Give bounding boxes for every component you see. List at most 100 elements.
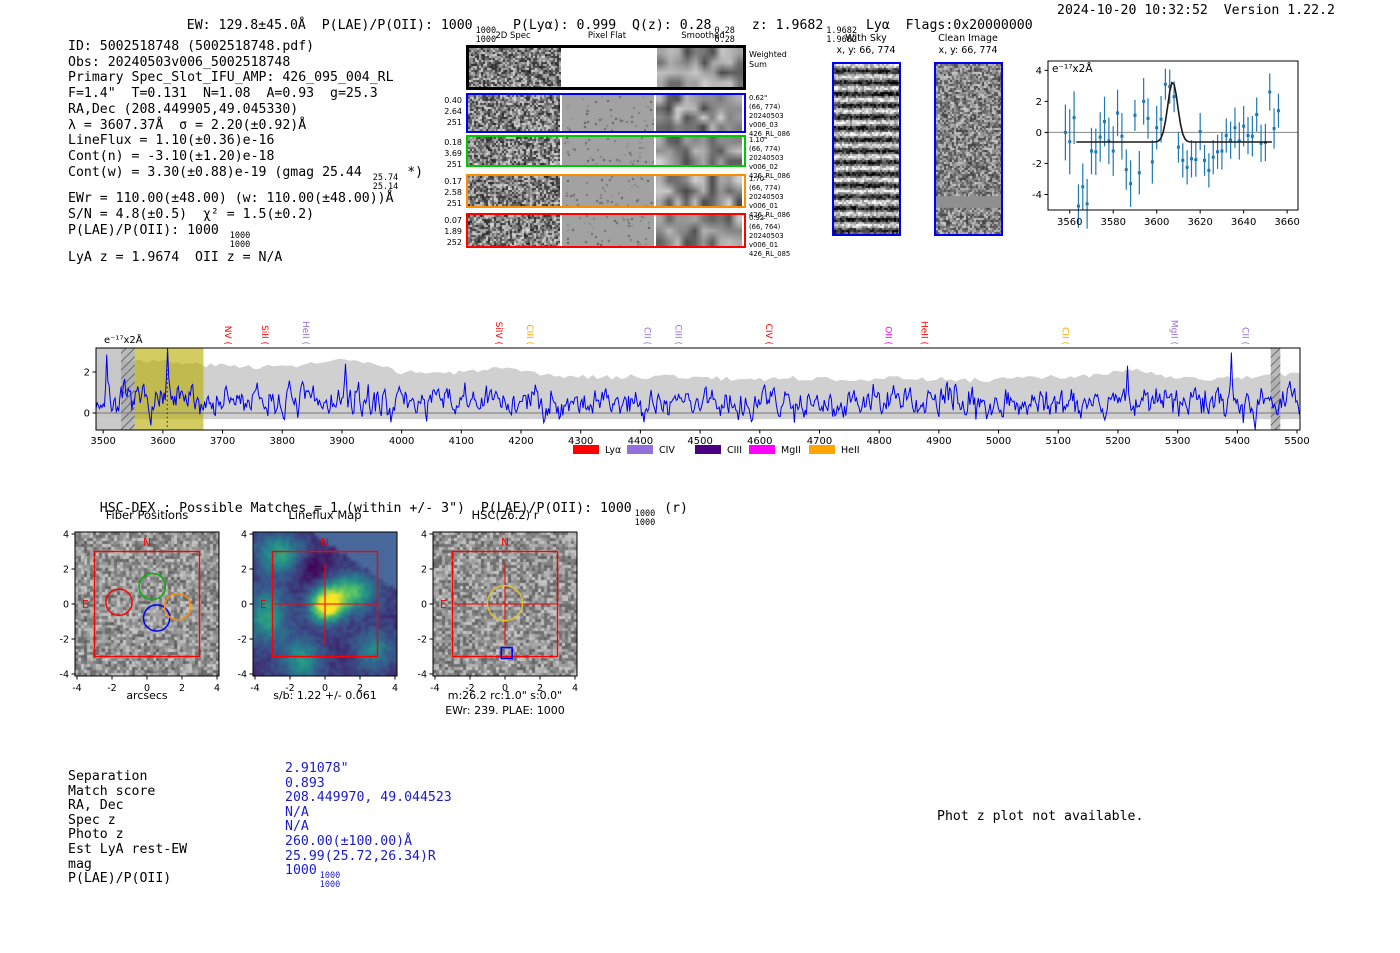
- with-sky-subtitle: x, y: 66, 774: [836, 44, 896, 56]
- legend-swatch: [749, 445, 775, 454]
- y-tick-label: -2: [60, 635, 69, 646]
- x-tick-label: 3800: [270, 436, 295, 447]
- x-tick-label: 3620: [1187, 217, 1212, 228]
- weighted-sum-line: Sum: [749, 60, 767, 69]
- x-tick-label: 3500: [90, 436, 115, 447]
- x-tick-label: 4400: [628, 436, 653, 447]
- header-line: EW: 129.8±45.0Å P(LAE)/P(OII): 1000 1000 1…: [155, 3, 1033, 60]
- column-gap: [654, 176, 656, 206]
- fraction-top: 1000: [319, 871, 341, 882]
- spec2d-row-left-labels: 0.07 1.89 252: [438, 216, 462, 248]
- emission-line-label: CIV (: [763, 324, 773, 345]
- header-ew: EW: 129.8±45.0Å P(LAE)/P(OII): 1000: [186, 18, 473, 33]
- data-point: [1272, 127, 1276, 131]
- y-tick-label: -4: [238, 670, 247, 681]
- spec2d-smooth-image: [657, 48, 743, 87]
- right-label-line: v006_03: [749, 120, 779, 129]
- clean-image-title: Clean Image x, y: 66, 774: [913, 33, 1023, 56]
- match-row-value: N/A: [285, 819, 309, 835]
- header-flags: Lyα Flags:0x20000000: [858, 18, 1033, 33]
- spec2d-smooth-image: [656, 137, 742, 165]
- spec2d-smooth-image: [656, 176, 742, 206]
- column-gap: [560, 137, 562, 165]
- header-z-frac: 1.9682 1.9682: [826, 26, 857, 45]
- detection-band: [134, 348, 204, 430]
- panel-frame: [74, 531, 220, 677]
- plot-frame: [1047, 60, 1299, 211]
- data-point: [1246, 134, 1250, 137]
- x-tick-label: 3900: [329, 436, 354, 447]
- info-line: F=1.4" T=0.131 N=1.08 A=0.93 g=25.3: [68, 86, 378, 102]
- panel-title: HSC(26.2) r: [472, 508, 539, 522]
- right-label-line: 426_RL_086: [749, 129, 791, 138]
- hatched-region-pattern: [1270, 348, 1281, 430]
- column-gap: [560, 215, 562, 246]
- data-point: [1116, 111, 1120, 115]
- right-label-line: 426_RL_085: [749, 249, 791, 258]
- spec2d-row-left-labels: 0.18 3.69 251: [438, 138, 462, 170]
- x-tick-label: 5500: [1284, 436, 1309, 447]
- data-point: [1255, 113, 1259, 117]
- right-label-line: 20240503: [749, 231, 784, 240]
- y-tick-label: 0: [421, 600, 427, 611]
- right-label-line: 426_RL_086: [749, 210, 791, 219]
- clean-image-image: [936, 64, 1001, 234]
- spec2d-col-header: Smoothed: [681, 31, 725, 41]
- left-label-line: 3.69: [444, 148, 462, 158]
- left-label-line: 251: [446, 117, 462, 127]
- match-row-value: 2.91078": [285, 761, 349, 776]
- x-tick-label: 3580: [1100, 217, 1125, 228]
- x-tick-label: 3700: [210, 436, 235, 447]
- spec2d-smooth-image: [656, 95, 742, 131]
- full-spectrum-svg: 3500 3600 3700 3800 3900 4000 4100 4200 4300 4400…: [84, 320, 1310, 456]
- data-point: [1081, 185, 1085, 189]
- legend-swatch: [695, 445, 721, 454]
- y-tick-label: 0: [84, 408, 90, 419]
- x-tick-label: 4: [214, 683, 220, 694]
- emission-line-label: NV (: [222, 326, 232, 345]
- column-gap: [560, 176, 562, 206]
- match-row-label: Match score: [68, 783, 156, 799]
- spec2d-flat-image: [562, 176, 654, 206]
- match-row-value: 25.99(25.72,26.34)R: [285, 848, 436, 864]
- x-tick-label: 0: [144, 683, 150, 694]
- data-point: [1094, 150, 1098, 154]
- x-tick-label: 4200: [508, 436, 533, 447]
- match-row-value: 1000 1000 1000: [285, 863, 341, 891]
- data-point: [1076, 204, 1080, 208]
- info-line: S/N = 4.8(±0.5) χ² = 1.5(±0.2): [68, 207, 315, 223]
- compass-north-label: N: [501, 537, 509, 549]
- match-row-value: 208.449970, 49.044523: [285, 790, 452, 806]
- data-point: [1159, 117, 1163, 121]
- data-point: [1203, 158, 1207, 162]
- match-row-value: 0.893: [285, 775, 325, 791]
- fiber-circle: [142, 604, 171, 632]
- x-tick-label: -4: [250, 683, 259, 694]
- spec2d-row: [466, 135, 746, 167]
- match-row-value: 260.00(±100.00)Å: [285, 833, 413, 849]
- column-gap: [560, 95, 562, 131]
- match-row-value: N/A: [285, 804, 309, 820]
- spec2d-row-left-labels: 0.17 2.58 251: [438, 177, 462, 209]
- right-label-line: 1.70": [749, 175, 768, 183]
- spec2d-spec-image: [469, 48, 561, 87]
- y-tick-label: 4: [63, 530, 69, 541]
- panel-caption: arcsecs: [126, 689, 168, 702]
- data-point: [1155, 126, 1159, 130]
- data-point: [1168, 85, 1172, 89]
- fraction-bottom: 1000: [319, 880, 341, 891]
- right-label-line: v006_01: [749, 240, 779, 249]
- data-point: [1250, 134, 1254, 138]
- y-tick-label: 2: [241, 565, 247, 576]
- column-gap: [654, 137, 656, 165]
- x-tick-label: 3560: [1057, 217, 1082, 228]
- emission-line-label: CIII (: [524, 324, 534, 345]
- fiber-circle: [138, 572, 167, 601]
- data-point: [1063, 130, 1067, 134]
- spectrum-line: [95, 349, 1300, 430]
- extraction-box: [93, 550, 201, 658]
- line-fit-plot-svg: 3560 3580 3600 3620 3640 3660 -4 -2 0 2 4 e⁻¹⁷x2Å: [1032, 60, 1300, 229]
- data-point: [1146, 116, 1150, 120]
- photz-notice: Phot z plot not available.: [937, 809, 1144, 824]
- legend-swatch: [627, 445, 653, 454]
